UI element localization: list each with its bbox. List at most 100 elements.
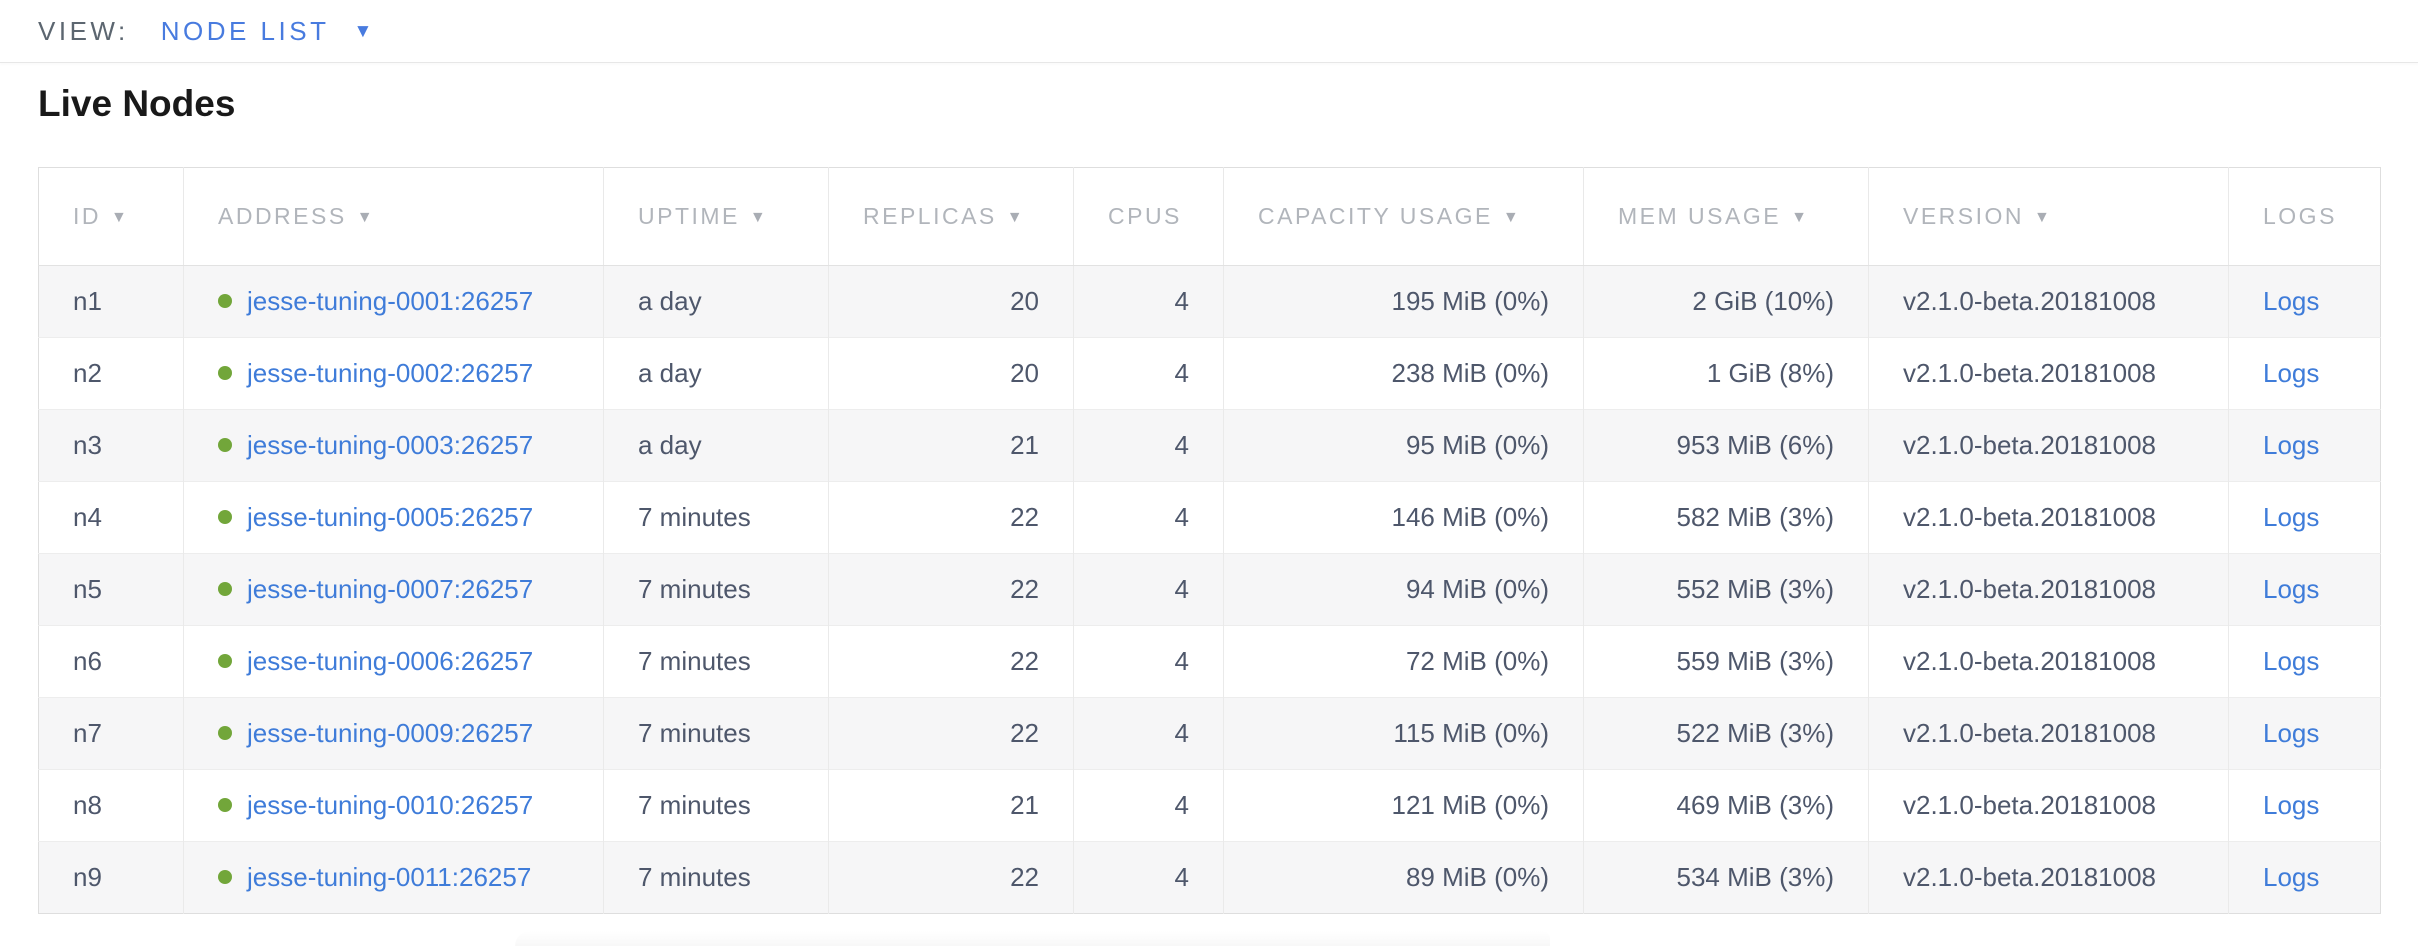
below-fold-shadow bbox=[515, 931, 1550, 946]
replicas-cell: 22 bbox=[828, 625, 1074, 698]
column-header-replicas[interactable]: REPLICAS ▼ bbox=[828, 167, 1074, 266]
logs-cell: Logs bbox=[2228, 409, 2381, 482]
uptime-cell: a day bbox=[603, 265, 829, 338]
uptime-value: a day bbox=[638, 358, 702, 388]
table-row: n1 jesse-tuning-0001:26257 a day 20 4 195 MiB… bbox=[38, 265, 2381, 338]
logs-link[interactable]: Logs bbox=[2263, 502, 2320, 532]
mem-cell: 522 MiB (3%) bbox=[1583, 697, 1869, 770]
version-value: v2.1.0-beta.20181008 bbox=[1903, 790, 2156, 820]
address-cell: jesse-tuning-0005:26257 bbox=[183, 481, 604, 554]
logs-cell: Logs bbox=[2228, 265, 2381, 338]
uptime-value: 7 minutes bbox=[638, 862, 751, 892]
column-header-label: LOGS bbox=[2263, 203, 2337, 229]
id-cell: n1 bbox=[39, 266, 184, 338]
uptime-cell: 7 minutes bbox=[603, 481, 829, 554]
mem-cell: 559 MiB (3%) bbox=[1583, 625, 1869, 698]
sort-arrow-icon: ▼ bbox=[749, 209, 769, 226]
mem-cell: 953 MiB (6%) bbox=[1583, 409, 1869, 482]
logs-cell: Logs bbox=[2228, 553, 2381, 626]
cpus-value: 4 bbox=[1174, 718, 1189, 748]
cpus-cell: 4 bbox=[1073, 769, 1224, 842]
node-address-link[interactable]: jesse-tuning-0007:26257 bbox=[247, 574, 534, 604]
mem-value: 1 GiB (8%) bbox=[1706, 358, 1834, 388]
capacity-cell: 146 MiB (0%) bbox=[1223, 481, 1584, 554]
logs-link[interactable]: Logs bbox=[2263, 358, 2320, 388]
node-address-link[interactable]: jesse-tuning-0009:26257 bbox=[247, 718, 534, 748]
cpus-cell: 4 bbox=[1073, 697, 1224, 770]
column-header-label: CPUS bbox=[1108, 203, 1182, 229]
cpus-value: 4 bbox=[1174, 574, 1189, 604]
uptime-cell: a day bbox=[603, 409, 829, 482]
version-cell: v2.1.0-beta.20181008 bbox=[1868, 265, 2229, 338]
version-value: v2.1.0-beta.20181008 bbox=[1903, 862, 2156, 892]
capacity-cell: 195 MiB (0%) bbox=[1223, 265, 1584, 338]
version-value: v2.1.0-beta.20181008 bbox=[1903, 646, 2156, 676]
address-cell: jesse-tuning-0009:26257 bbox=[183, 697, 604, 770]
replicas-cell: 22 bbox=[828, 553, 1074, 626]
logs-link[interactable]: Logs bbox=[2263, 430, 2320, 460]
cpus-cell: 4 bbox=[1073, 553, 1224, 626]
table-row: n7 jesse-tuning-0009:26257 7 minutes 22 4 115… bbox=[38, 697, 2381, 770]
id-value: n7 bbox=[73, 718, 102, 748]
cpus-value: 4 bbox=[1174, 862, 1189, 892]
node-address-link[interactable]: jesse-tuning-0005:26257 bbox=[247, 502, 534, 532]
logs-link[interactable]: Logs bbox=[2263, 646, 2320, 676]
live-status-dot-icon bbox=[218, 294, 232, 309]
address-cell: jesse-tuning-0011:26257 bbox=[183, 841, 604, 914]
sort-arrow-icon: ▼ bbox=[1502, 209, 1522, 226]
node-address-link[interactable]: jesse-tuning-0003:26257 bbox=[247, 430, 534, 460]
logs-cell: Logs bbox=[2228, 337, 2381, 410]
cpus-cell: 4 bbox=[1073, 265, 1224, 338]
view-selector-dropdown[interactable]: NODE LIST ▼ bbox=[161, 16, 373, 47]
replicas-value: 22 bbox=[1010, 502, 1039, 532]
id-value: n9 bbox=[73, 862, 102, 892]
column-header-version[interactable]: VERSION ▼ bbox=[1868, 167, 2229, 266]
column-header-id[interactable]: ID ▼ bbox=[38, 167, 184, 266]
logs-link[interactable]: Logs bbox=[2263, 790, 2320, 820]
cpus-value: 4 bbox=[1174, 286, 1189, 316]
capacity-cell: 121 MiB (0%) bbox=[1223, 769, 1584, 842]
column-header-uptime[interactable]: UPTIME ▼ bbox=[603, 167, 829, 266]
logs-link[interactable]: Logs bbox=[2263, 286, 2320, 316]
column-header-address[interactable]: ADDRESS ▼ bbox=[183, 167, 604, 266]
sort-arrow-icon: ▼ bbox=[1791, 209, 1810, 226]
mem-cell: 469 MiB (3%) bbox=[1583, 769, 1869, 842]
id-cell: n7 bbox=[38, 697, 184, 770]
uptime-cell: 7 minutes bbox=[603, 625, 829, 698]
logs-link[interactable]: Logs bbox=[2263, 574, 2320, 604]
version-cell: v2.1.0-beta.20181008 bbox=[1868, 769, 2229, 842]
node-address-link[interactable]: jesse-tuning-0006:26257 bbox=[247, 646, 534, 676]
version-cell: v2.1.0-beta.20181008 bbox=[1868, 481, 2229, 554]
capacity-cell: 94 MiB (0%) bbox=[1223, 553, 1584, 626]
live-status-dot-icon bbox=[218, 798, 232, 813]
logs-link[interactable]: Logs bbox=[2263, 718, 2320, 748]
sort-arrow-icon: ▼ bbox=[1006, 209, 1026, 226]
logs-link[interactable]: Logs bbox=[2263, 862, 2320, 892]
logs-cell: Logs bbox=[2228, 481, 2381, 554]
column-header-capacity[interactable]: CAPACITY USAGE ▼ bbox=[1223, 167, 1584, 266]
node-address-link[interactable]: jesse-tuning-0001:26257 bbox=[247, 286, 534, 316]
address-cell: jesse-tuning-0002:26257 bbox=[183, 337, 604, 410]
capacity-value: 146 MiB (0%) bbox=[1391, 502, 1550, 532]
uptime-value: a day bbox=[638, 430, 702, 460]
logs-cell: Logs bbox=[2228, 769, 2381, 842]
capacity-cell: 238 MiB (0%) bbox=[1223, 337, 1584, 410]
uptime-cell: 7 minutes bbox=[603, 841, 829, 914]
column-header-mem[interactable]: MEM USAGE ▼ bbox=[1583, 167, 1869, 266]
mem-value: 2 GiB (10%) bbox=[1692, 286, 1834, 316]
id-value: n4 bbox=[73, 502, 102, 532]
node-address-link[interactable]: jesse-tuning-0002:26257 bbox=[247, 358, 534, 388]
node-address-link[interactable]: jesse-tuning-0011:26257 bbox=[247, 862, 532, 892]
id-value: n8 bbox=[73, 790, 102, 820]
live-status-dot-icon bbox=[218, 870, 232, 885]
version-value: v2.1.0-beta.20181008 bbox=[1903, 502, 2156, 532]
node-address-link[interactable]: jesse-tuning-0010:26257 bbox=[247, 790, 534, 820]
cpus-cell: 4 bbox=[1073, 409, 1224, 482]
id-value: n5 bbox=[73, 574, 102, 604]
mem-cell: 582 MiB (3%) bbox=[1583, 481, 1869, 554]
column-header-label: ID bbox=[73, 203, 101, 229]
replicas-value: 21 bbox=[1010, 430, 1039, 460]
replicas-value: 21 bbox=[1010, 790, 1039, 820]
column-header-label: VERSION bbox=[1903, 203, 2025, 229]
uptime-cell: 7 minutes bbox=[603, 553, 829, 626]
